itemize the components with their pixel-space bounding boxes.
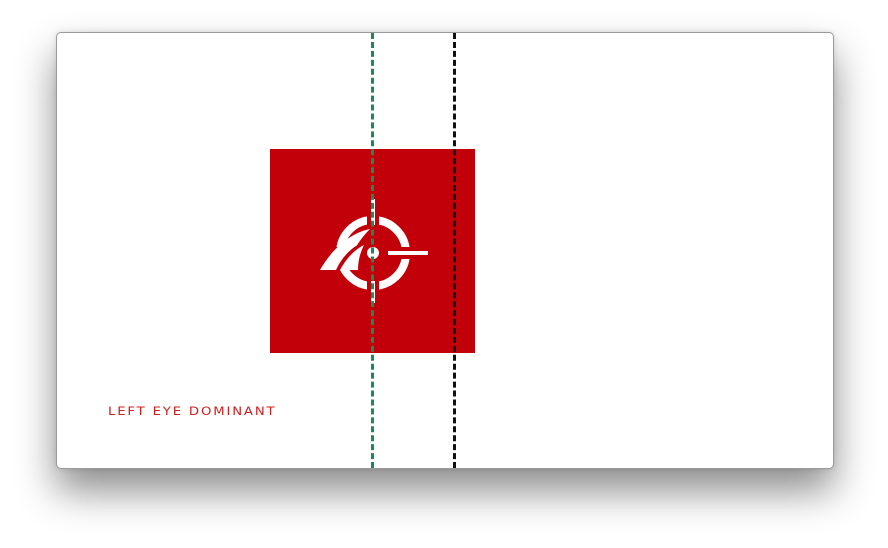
app-window: LEFT EYE DOMINANT: [56, 32, 834, 469]
other-eye-line: [453, 33, 456, 468]
dominant-eye-line: [371, 33, 374, 468]
eye-dominance-result: LEFT EYE DOMINANT: [108, 404, 277, 418]
